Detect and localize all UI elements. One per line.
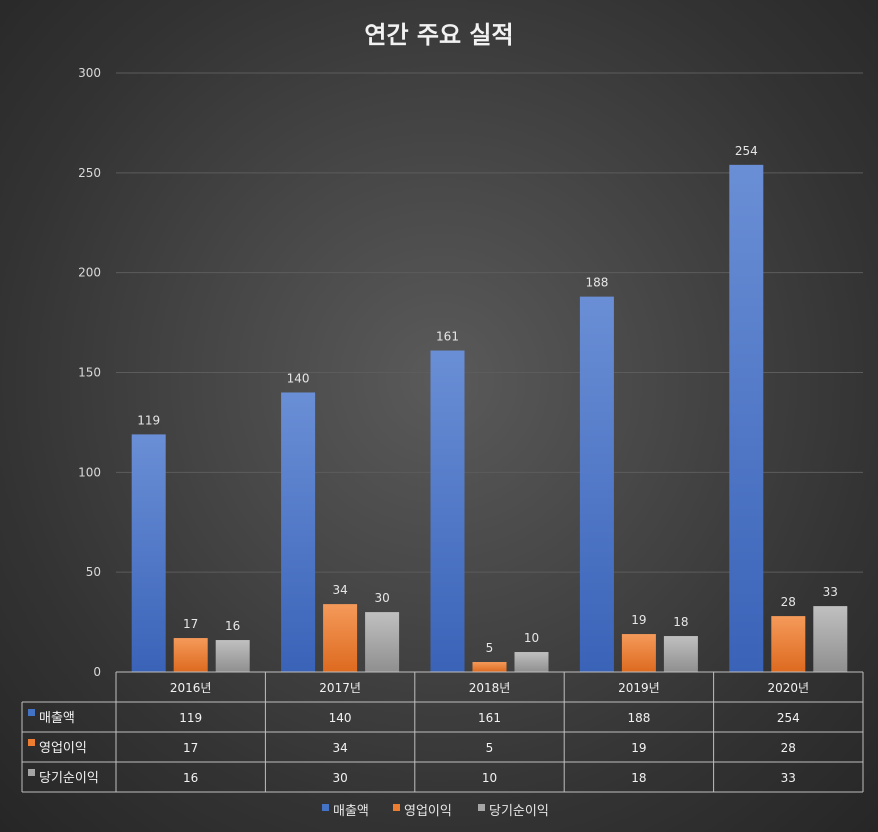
legend-label: 영업이익 [404, 804, 452, 819]
legend-label: 당기순이익 [489, 804, 549, 819]
table-cell: 5 [486, 741, 494, 755]
table-cell: 17 [183, 741, 198, 755]
bar [514, 652, 549, 672]
bar [813, 606, 848, 672]
data-label: 140 [287, 371, 310, 385]
table-legend-key [28, 769, 35, 776]
y-tick-label: 200 [78, 266, 101, 280]
bar [173, 638, 208, 672]
bar [663, 636, 698, 672]
legend: 매출액 영업이익 당기순이익 [322, 804, 549, 819]
y-tick-label: 0 [93, 665, 101, 679]
table-cell: 161 [478, 711, 501, 725]
table-cell: 33 [781, 771, 796, 785]
table-cell: 18 [631, 771, 646, 785]
data-label: 28 [781, 595, 796, 609]
table-category-label: 2017년 [319, 681, 361, 695]
bar [323, 604, 358, 672]
data-label: 254 [735, 144, 758, 158]
table-cell: 140 [329, 711, 352, 725]
table-series-label: 당기순이익 [39, 771, 99, 786]
bars [131, 164, 848, 672]
legend-key [322, 804, 329, 811]
bar [365, 612, 400, 672]
y-tick-label: 300 [78, 66, 101, 80]
data-label: 18 [673, 615, 688, 629]
y-tick-label: 250 [78, 166, 101, 180]
bar [215, 640, 250, 672]
data-label: 30 [374, 591, 389, 605]
bar [771, 616, 806, 672]
y-tick-label: 50 [86, 565, 101, 579]
data-label: 19 [631, 613, 646, 627]
y-tick-label: 100 [78, 465, 101, 479]
data-label: 10 [524, 631, 539, 645]
data-label: 34 [332, 583, 347, 597]
table-series-label: 영업이익 [39, 741, 87, 756]
table-legend-key [28, 709, 35, 716]
table-cell: 254 [777, 711, 800, 725]
data-labels: 119 17 16 140 34 30 161 5 10 188 19 18 254 28 33 [137, 144, 838, 655]
bar [472, 662, 507, 672]
y-axis-ticks: 0 50 100 150 200 250 300 [78, 66, 101, 679]
bar [579, 296, 614, 672]
data-label: 188 [585, 276, 608, 290]
table-cell: 10 [482, 771, 497, 785]
table-category-label: 2020년 [768, 681, 810, 695]
table-category-label: 2018년 [469, 681, 511, 695]
table-cell: 34 [332, 741, 347, 755]
data-label: 5 [486, 641, 494, 655]
table-cell: 16 [183, 771, 198, 785]
y-tick-label: 150 [78, 366, 101, 380]
bar [621, 634, 656, 672]
table-category-label: 2016년 [170, 681, 212, 695]
data-label: 16 [225, 619, 240, 633]
legend-label: 매출액 [333, 804, 369, 819]
table-cell: 30 [332, 771, 347, 785]
table-legend-key [28, 739, 35, 746]
data-label: 161 [436, 330, 459, 344]
legend-key [478, 804, 485, 811]
legend-key [393, 804, 400, 811]
bar [430, 350, 465, 672]
chart-title: 연간 주요 실적 [364, 21, 513, 49]
data-label: 33 [823, 585, 838, 599]
table-cell: 28 [781, 741, 796, 755]
table-cell: 188 [627, 711, 650, 725]
table-cell: 19 [631, 741, 646, 755]
table-series-label: 매출액 [39, 711, 75, 726]
bar [281, 392, 316, 672]
data-label: 119 [137, 413, 160, 427]
data-label: 17 [183, 617, 198, 631]
bar [131, 434, 166, 672]
bar [729, 164, 764, 672]
table-category-label: 2019년 [618, 681, 660, 695]
table-cell: 119 [179, 711, 202, 725]
